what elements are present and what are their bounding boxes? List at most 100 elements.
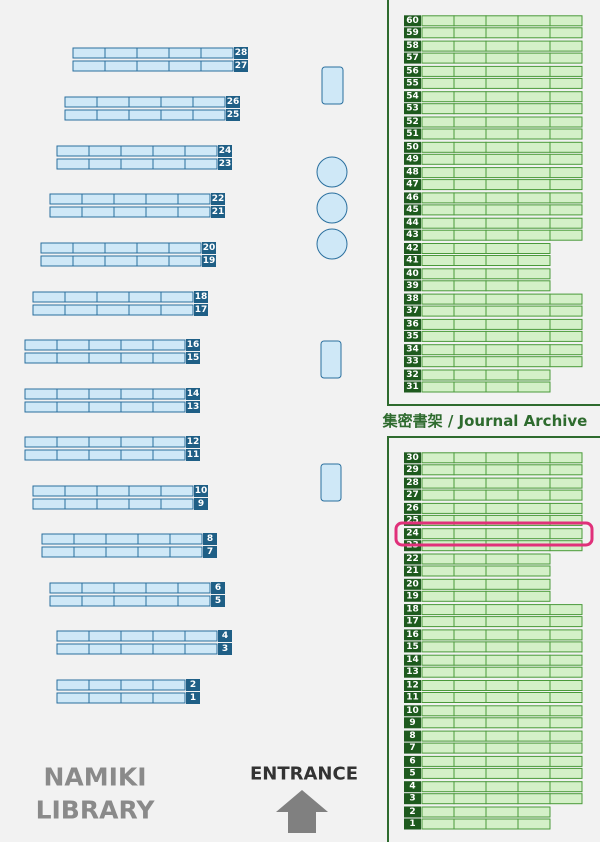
shelf-segment xyxy=(517,243,551,254)
shelf-number-box xyxy=(234,47,248,59)
shelf-number: 47 xyxy=(406,180,419,190)
shelf-segment xyxy=(485,604,519,616)
shelf-segment xyxy=(517,641,551,653)
shelf-segment xyxy=(485,654,519,666)
shelf-number-box xyxy=(404,514,421,526)
shelf-number-box xyxy=(404,293,421,305)
shelf-segment xyxy=(73,546,107,558)
shelf-segment xyxy=(485,666,519,678)
shelf-segment xyxy=(485,116,519,128)
shelf-segment xyxy=(485,204,519,216)
shelf-segment xyxy=(72,60,106,72)
shelf-segment xyxy=(421,818,455,830)
shelf-segment xyxy=(49,595,83,607)
table xyxy=(320,340,342,379)
shelf-number: 9 xyxy=(198,499,204,509)
shelf-segment xyxy=(485,15,519,27)
shelf-segment xyxy=(136,242,170,254)
shelf-segment xyxy=(485,452,519,464)
shelf-segment xyxy=(485,578,519,590)
shelf-segment xyxy=(120,339,154,351)
shelf-number-box xyxy=(226,96,240,108)
shelf-number-box xyxy=(404,705,421,717)
shelf-segment xyxy=(113,582,147,594)
shelf-segment xyxy=(160,109,194,121)
shelf-segment xyxy=(485,781,519,793)
shelf-number: 19 xyxy=(203,256,216,266)
shelf-segment xyxy=(160,304,194,316)
shelf-number-box xyxy=(202,255,216,267)
shelf-segment xyxy=(184,158,218,170)
shelf-number-box xyxy=(404,255,421,266)
shelf-segment xyxy=(81,595,115,607)
shelf-segment xyxy=(32,304,66,316)
shelf-number-box xyxy=(404,167,421,179)
shelf-segment xyxy=(485,255,519,266)
shelf-segment xyxy=(64,485,98,497)
shelf-segment xyxy=(549,654,583,666)
shelf-segment xyxy=(453,52,487,64)
shelf-segment xyxy=(24,352,58,364)
shelf-number: 24 xyxy=(406,529,419,539)
shelf-segment xyxy=(177,206,211,218)
shelf-segment xyxy=(453,717,487,729)
shelf-number: 14 xyxy=(187,389,200,399)
shelf-segment xyxy=(549,217,583,229)
shelf-number: 44 xyxy=(406,218,419,228)
shelf-segment xyxy=(517,381,551,393)
shelf-segment xyxy=(453,502,487,514)
shelf-number-box xyxy=(211,595,225,607)
shelf-segment xyxy=(32,485,66,497)
shelf-segment xyxy=(421,767,455,779)
shelf-segment xyxy=(152,679,186,691)
shelf-number-box xyxy=(404,356,421,368)
shelf-segment xyxy=(88,388,122,400)
shelf-number: 35 xyxy=(406,331,419,341)
shelf-segment xyxy=(485,192,519,204)
shelf-segment xyxy=(549,167,583,179)
shelf-number-box xyxy=(404,502,421,514)
shelf-segment xyxy=(485,629,519,641)
shelf-segment xyxy=(421,793,455,805)
shelf-number: 34 xyxy=(406,345,419,355)
shelf-segment xyxy=(421,167,455,179)
shelf-number-box xyxy=(404,369,421,381)
shelf-segment xyxy=(160,96,194,108)
shelf-segment xyxy=(549,680,583,691)
shelf-segment xyxy=(453,91,487,103)
shelf-segment xyxy=(169,546,203,558)
shelf-segment xyxy=(453,243,487,254)
shelf-number-box xyxy=(404,793,421,805)
shelf-segment xyxy=(421,141,455,153)
shelf-segment xyxy=(517,464,551,476)
shelf-segment xyxy=(485,818,519,830)
shelf-segment xyxy=(168,242,202,254)
shelf-segment xyxy=(485,52,519,64)
shelf-segment xyxy=(88,436,122,448)
shelf-segment xyxy=(120,145,154,157)
shelf-segment xyxy=(485,305,519,317)
round-table xyxy=(316,192,348,224)
shelf-number-box xyxy=(186,679,200,691)
shelf-segment xyxy=(96,498,130,510)
shelf-number-box xyxy=(404,77,421,89)
shelf-number-box xyxy=(404,477,421,489)
shelf-segment xyxy=(549,528,583,540)
shelf-number-box xyxy=(211,582,225,594)
shelf-segment xyxy=(136,255,170,267)
shelf-segment xyxy=(485,489,519,501)
shelf-segment xyxy=(453,666,487,678)
shelf-segment xyxy=(485,243,519,254)
shelf-segment xyxy=(421,344,455,356)
shelf-segment xyxy=(88,630,122,642)
shelf-number-box xyxy=(404,381,421,393)
shelf-segment xyxy=(453,27,487,39)
shelf-segment xyxy=(549,52,583,64)
shelf-segment xyxy=(24,436,58,448)
shelf-segment xyxy=(421,806,455,818)
shelf-segment xyxy=(421,356,455,368)
shelf-number: 31 xyxy=(406,382,419,392)
shelf-segment xyxy=(168,47,202,59)
shelf-segment xyxy=(453,356,487,368)
shelf-segment xyxy=(485,767,519,779)
